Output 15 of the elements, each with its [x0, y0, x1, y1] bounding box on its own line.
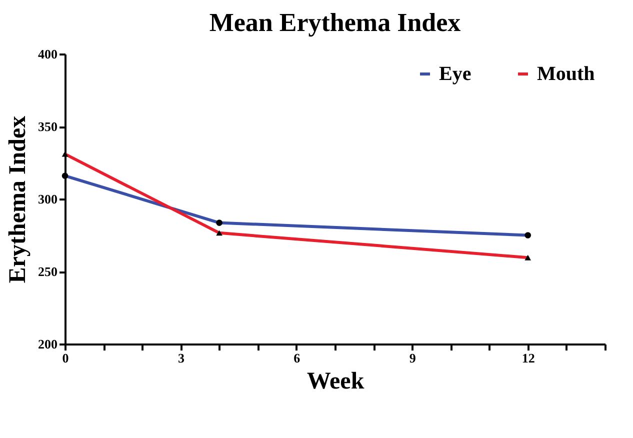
y-tick-label: 300	[38, 192, 58, 206]
x-axis-title: Week	[306, 368, 365, 394]
y-tick-label: 250	[38, 264, 58, 279]
legend-label: Eye	[439, 63, 472, 85]
x-tick-label: 9	[409, 350, 416, 366]
y-tick-label: 350	[38, 119, 58, 134]
y-axis-title: Erythema Index	[5, 116, 31, 284]
y-tick-label: 200	[38, 336, 58, 352]
y-tick-label: 400	[38, 46, 58, 62]
x-tick-label: 0	[62, 350, 69, 366]
x-tick-label: 6	[294, 350, 301, 366]
x-tick-label: 12	[522, 350, 535, 366]
x-tick-label: 3	[178, 350, 185, 366]
legend-label: Mouth	[537, 63, 595, 85]
chart-title: Mean Erythema Index	[209, 8, 461, 37]
